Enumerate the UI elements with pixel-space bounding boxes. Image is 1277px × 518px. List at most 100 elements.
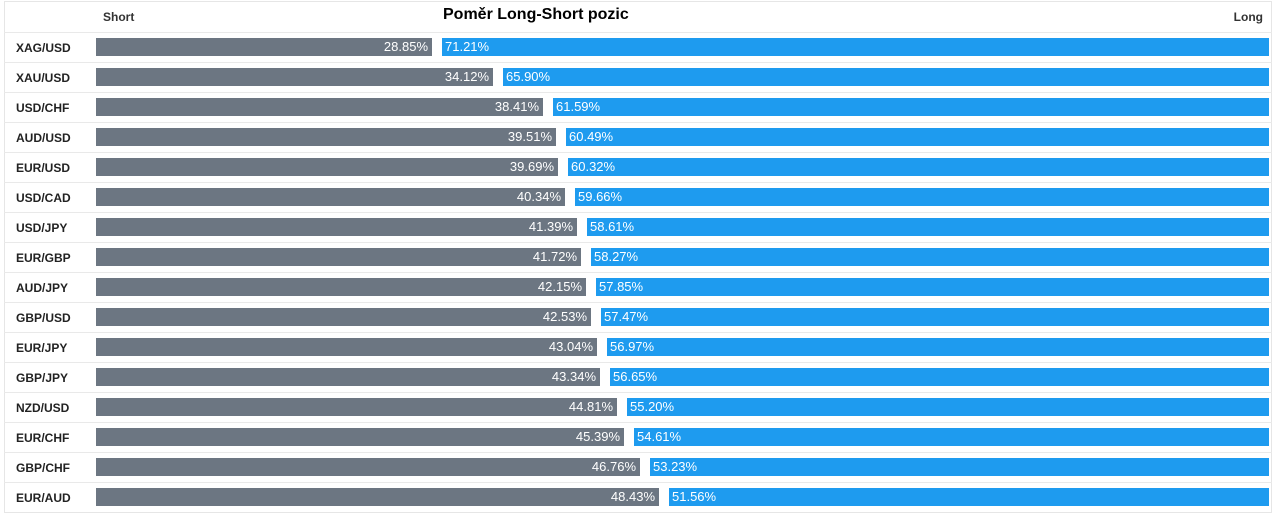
chart-header: Short Poměr Long-Short pozic Long xyxy=(0,0,1277,32)
short-bar: 38.41% xyxy=(96,98,543,116)
pair-label: GBP/USD xyxy=(16,311,71,325)
pair-label: NZD/USD xyxy=(16,401,70,415)
short-bar: 42.15% xyxy=(96,278,586,296)
bar-row: USD/CAD 40.34% 59.66% xyxy=(4,182,1272,212)
pair-label: USD/JPY xyxy=(16,221,68,235)
long-bar: 61.59% xyxy=(553,98,1269,116)
long-bar: 59.66% xyxy=(575,188,1269,206)
short-bar: 28.85% xyxy=(96,38,432,56)
bar-row: XAU/USD 34.12% 65.90% xyxy=(4,62,1272,92)
short-value-label: 28.85% xyxy=(383,39,428,54)
long-value-label: 58.61% xyxy=(590,219,635,234)
long-bar: 57.47% xyxy=(601,308,1269,326)
long-value-label: 65.90% xyxy=(506,69,551,84)
long-value-label: 51.56% xyxy=(672,489,717,504)
short-value-label: 43.04% xyxy=(548,339,593,354)
pair-label: EUR/GBP xyxy=(16,251,71,265)
long-value-label: 54.61% xyxy=(637,429,682,444)
long-bar: 57.85% xyxy=(596,278,1269,296)
pair-label: EUR/JPY xyxy=(16,341,68,355)
short-bar: 43.04% xyxy=(96,338,597,356)
short-value-label: 43.34% xyxy=(551,369,596,384)
pair-label: GBP/CHF xyxy=(16,461,70,475)
bar-row: GBP/CHF 46.76% 53.23% xyxy=(4,452,1272,482)
long-value-label: 56.65% xyxy=(613,369,658,384)
long-value-label: 59.66% xyxy=(578,189,623,204)
pair-label: EUR/CHF xyxy=(16,431,70,445)
chart-title: Poměr Long-Short pozic xyxy=(443,6,629,23)
pair-label: AUD/USD xyxy=(16,131,71,145)
short-bar: 39.69% xyxy=(96,158,558,176)
short-bar: 42.53% xyxy=(96,308,591,326)
bar-row: AUD/USD 39.51% 60.49% xyxy=(4,122,1272,152)
short-bar: 44.81% xyxy=(96,398,617,416)
long-value-label: 58.27% xyxy=(594,249,639,264)
long-bar: 58.27% xyxy=(591,248,1269,266)
long-value-label: 61.59% xyxy=(556,99,601,114)
long-bar: 71.21% xyxy=(442,38,1269,56)
short-value-label: 42.53% xyxy=(542,309,587,324)
pair-label: AUD/JPY xyxy=(16,281,69,295)
long-bar: 51.56% xyxy=(669,488,1269,506)
pair-label: USD/CHF xyxy=(16,101,70,115)
short-value-label: 42.15% xyxy=(537,279,582,294)
long-value-label: 57.47% xyxy=(604,309,649,324)
long-value-label: 71.21% xyxy=(445,39,490,54)
short-bar: 41.72% xyxy=(96,248,581,266)
bar-row: USD/CHF 38.41% 61.59% xyxy=(4,92,1272,122)
long-bar: 58.61% xyxy=(587,218,1269,236)
short-bar: 40.34% xyxy=(96,188,565,206)
pair-label: USD/CAD xyxy=(16,191,71,205)
pair-label: EUR/AUD xyxy=(16,491,71,505)
long-bar: 54.61% xyxy=(634,428,1269,446)
short-value-label: 48.43% xyxy=(610,489,655,504)
long-bar: 65.90% xyxy=(503,68,1269,86)
long-bar: 56.65% xyxy=(610,368,1269,386)
long-value-label: 60.49% xyxy=(569,129,614,144)
bar-row: NZD/USD 44.81% 55.20% xyxy=(4,392,1272,422)
short-bar: 48.43% xyxy=(96,488,659,506)
short-value-label: 40.34% xyxy=(516,189,561,204)
short-value-label: 46.76% xyxy=(591,459,636,474)
long-value-label: 56.97% xyxy=(610,339,655,354)
pair-label: XAU/USD xyxy=(16,71,71,85)
bar-row: GBP/USD 42.53% 57.47% xyxy=(4,302,1272,332)
bar-row: EUR/CHF 45.39% 54.61% xyxy=(4,422,1272,452)
long-bar: 56.97% xyxy=(607,338,1269,356)
short-value-label: 34.12% xyxy=(444,69,489,84)
long-bar: 55.20% xyxy=(627,398,1269,416)
short-value-label: 41.39% xyxy=(528,219,573,234)
short-bar: 45.39% xyxy=(96,428,624,446)
short-value-label: 39.69% xyxy=(509,159,554,174)
long-bar: 60.49% xyxy=(566,128,1269,146)
bar-row: AUD/JPY 42.15% 57.85% xyxy=(4,272,1272,302)
pair-label: GBP/JPY xyxy=(16,371,69,385)
short-bar: 46.76% xyxy=(96,458,640,476)
bar-row: XAG/USD 28.85% 71.21% xyxy=(4,32,1272,62)
chart-frame xyxy=(4,1,1272,513)
bar-row: EUR/USD 39.69% 60.32% xyxy=(4,152,1272,182)
bar-row: GBP/JPY 43.34% 56.65% xyxy=(4,362,1272,392)
bar-row: EUR/AUD 48.43% 51.56% xyxy=(4,482,1272,512)
short-value-label: 38.41% xyxy=(494,99,539,114)
bar-row: USD/JPY 41.39% 58.61% xyxy=(4,212,1272,242)
pair-label: EUR/USD xyxy=(16,161,71,175)
short-value-label: 44.81% xyxy=(568,399,613,414)
long-value-label: 60.32% xyxy=(571,159,616,174)
short-bar: 34.12% xyxy=(96,68,493,86)
short-bar: 43.34% xyxy=(96,368,600,386)
long-value-label: 53.23% xyxy=(653,459,698,474)
short-value-label: 41.72% xyxy=(532,249,577,264)
short-value-label: 45.39% xyxy=(575,429,620,444)
long-value-label: 57.85% xyxy=(599,279,644,294)
long-value-label: 55.20% xyxy=(630,399,675,414)
bar-row: EUR/GBP 41.72% 58.27% xyxy=(4,242,1272,272)
long-column-label: Long xyxy=(1233,10,1263,24)
short-bar: 41.39% xyxy=(96,218,577,236)
bar-row: EUR/JPY 43.04% 56.97% xyxy=(4,332,1272,362)
short-bar: 39.51% xyxy=(96,128,556,146)
long-bar: 53.23% xyxy=(650,458,1269,476)
short-value-label: 39.51% xyxy=(507,129,552,144)
short-column-label: Short xyxy=(103,10,135,24)
pair-label: XAG/USD xyxy=(16,41,71,55)
